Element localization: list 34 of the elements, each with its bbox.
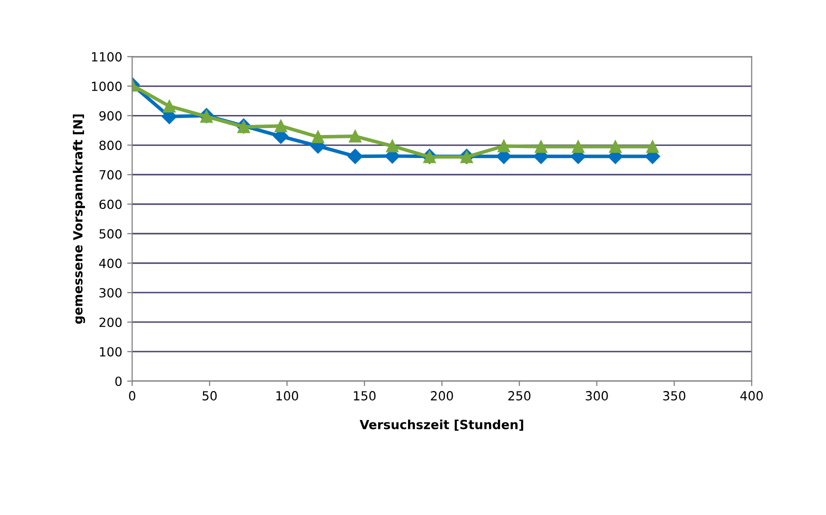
y-tick-label: 0 — [115, 376, 122, 386]
point — [498, 140, 510, 152]
point — [348, 130, 362, 143]
x-tick-label: 100 — [276, 391, 298, 400]
y-tick-label: 200 — [99, 318, 122, 328]
y-tick-label: 300 — [100, 288, 122, 298]
point — [386, 140, 399, 152]
x-tick-label: 50 — [202, 391, 217, 400]
x-tick-label: 350 — [663, 391, 686, 400]
x-axis-title: Versuchszeit [Stunden] — [360, 420, 524, 431]
x-tick-label: 200 — [430, 391, 454, 400]
point — [572, 140, 584, 153]
y-tick-label: 1100 — [92, 52, 122, 62]
x-tick-label: 250 — [508, 391, 530, 400]
point — [312, 130, 324, 144]
x-tick-label: 300 — [586, 391, 608, 400]
y-tick-label: 400 — [99, 258, 122, 268]
y-tick-label: 1000 — [92, 82, 122, 92]
x-tick-label: 150 — [354, 391, 376, 400]
point — [646, 140, 659, 153]
point — [274, 120, 288, 132]
point — [163, 100, 176, 112]
y-tick-label: 900 — [99, 111, 122, 121]
y-tick-label: 700 — [100, 170, 122, 180]
point — [609, 140, 622, 153]
point — [534, 140, 548, 153]
x-tick-label: 0 — [129, 391, 136, 400]
y-axis-title: gemessene Vorspannkraft [N] — [72, 114, 86, 324]
x-tick-label: 400 — [740, 391, 763, 400]
y-tick-label: 600 — [99, 200, 122, 210]
y-tick-label: 500 — [100, 229, 122, 239]
y-tick-label: 100 — [100, 347, 122, 357]
y-tick-label: 800 — [99, 140, 122, 150]
point — [348, 148, 363, 164]
